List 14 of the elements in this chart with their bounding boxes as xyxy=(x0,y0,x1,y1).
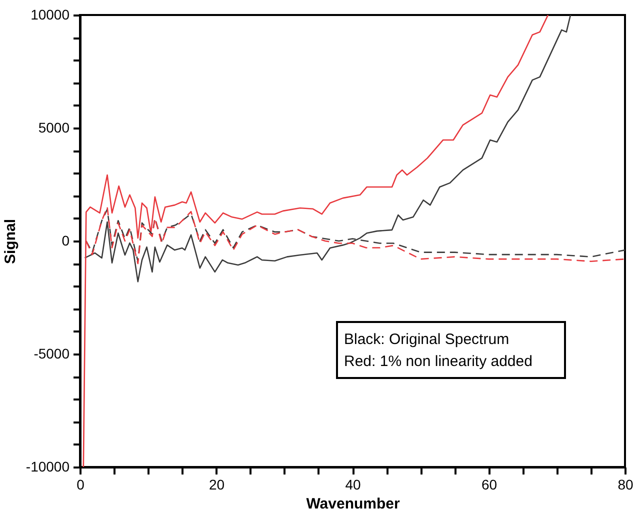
y-tick-label: -10000 xyxy=(26,458,70,474)
x-tick-label: 80 xyxy=(618,476,634,492)
y-tick-label: 10000 xyxy=(30,6,70,22)
y-axis-title: Signal xyxy=(2,218,19,264)
annotation: Red: 1% non linearity added xyxy=(344,353,532,370)
annotation: Black: Original Spectrum xyxy=(344,331,510,348)
y-tick-label: -5000 xyxy=(34,346,70,362)
x-tick-label: 0 xyxy=(76,476,85,492)
x-tick-label: 40 xyxy=(345,476,361,492)
x-tick-label: 20 xyxy=(208,476,225,492)
y-tick-label: 0 xyxy=(62,232,70,248)
x-tick-label: 60 xyxy=(481,476,498,492)
y-tick-label: 5000 xyxy=(38,120,70,136)
x-axis-title: Wavenumber xyxy=(306,496,400,512)
